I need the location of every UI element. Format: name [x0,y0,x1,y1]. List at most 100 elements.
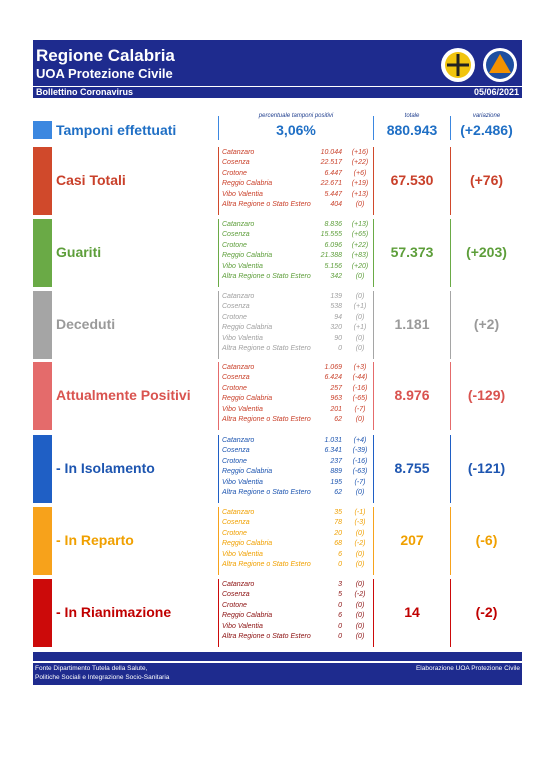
section-total: 14 [404,604,420,620]
province-value: 195 [330,478,342,486]
province: Crotone [222,169,247,177]
separator [373,291,374,359]
province-value: 5.156 [324,262,342,270]
province-change: (0) [355,416,365,423]
province-change: (-2) [354,591,366,599]
province-value: 404 [330,201,342,208]
province: Catanzaro [222,509,255,516]
province-change: (0) [355,313,365,321]
logo-cross [447,54,469,76]
province-value: 6 [338,612,342,620]
province: Crotone [222,384,247,392]
province: Cosenza [222,591,250,599]
section-total: 67.530 [390,172,434,188]
province: Vibo Valentia [222,622,263,630]
province-value: 342 [330,273,342,280]
province: Cosenza [222,231,250,239]
province: Altra Regione o Stato Estero [222,561,311,568]
separator [450,116,451,140]
province-change: (0) [355,622,365,630]
separator [373,147,374,215]
section-marker [33,147,52,215]
footer [33,663,522,685]
province: Reggio Calabria [222,395,273,403]
tamponi-marker [33,121,52,139]
province-value: 320 [330,324,342,332]
province: Altra Regione o Stato Estero [222,345,311,352]
province-value: 94 [334,313,342,321]
province-change: (-3) [354,519,366,527]
province: Altra Regione o Stato Estero [222,201,311,208]
province: Crotone [222,601,247,609]
section-change: (+203) [466,244,507,260]
province: Reggio Calabria [222,324,273,332]
date: 05/06/2021 [473,87,519,97]
province: Reggio Calabria [222,612,273,620]
tamponi-label: Tamponi effettuati [56,122,177,138]
footer-source: Fonte Dipartimento Tutela della Salute, [35,665,148,672]
province-value: 6.447 [324,169,342,177]
logos [441,48,517,82]
header [33,40,522,98]
caption: totale [404,113,420,119]
subtitle: UOA Protezione Civile [36,66,173,81]
province-value: 22.517 [320,159,342,167]
province-change: (+22) [351,241,369,249]
divider [33,86,522,87]
province-change: (-39) [352,447,368,455]
province: Catanzaro [222,221,255,228]
section-total: 207 [400,532,424,548]
province-change: (+1) [353,303,367,311]
separator [450,147,451,215]
separator [218,116,219,140]
section-title: Casi Totali [56,172,126,188]
province-change: (+13) [351,221,369,228]
province: Cosenza [222,374,250,382]
section-title: Guariti [56,244,102,260]
province-value: 538 [330,303,342,311]
province: Altra Regione o Stato Estero [222,416,311,423]
section-total: 1.181 [394,316,430,332]
province-change: (+16) [351,149,369,156]
province-value: 68 [334,540,342,548]
province-change: (0) [355,612,365,620]
province-value: 1.031 [324,437,342,444]
province-change: (-44) [352,374,368,382]
province-change: (0) [355,529,365,537]
province-value: 1.069 [324,364,342,371]
province-value: 21.388 [320,252,342,260]
province-change: (+4) [353,437,367,444]
section-marker [33,579,52,647]
separator [450,291,451,359]
province-value: 62 [334,489,342,496]
province-value: 0 [338,345,342,352]
province: Catanzaro [222,293,255,300]
province-value: 257 [330,384,342,392]
province-value: 3 [338,581,342,588]
province-change: (-16) [352,457,368,465]
province: Vibo Valentia [222,550,263,558]
section-total: 8.976 [394,387,430,403]
section-marker [33,507,52,575]
province: Crotone [222,241,247,249]
province-value: 90 [334,334,342,342]
section-change: (+2) [473,316,500,332]
province: Vibo Valentia [222,334,263,342]
province: Cosenza [222,447,250,455]
province-value: 237 [330,457,342,465]
separator [218,362,219,430]
province: Altra Regione o Stato Estero [222,489,311,496]
province-change: (+65) [351,231,369,239]
province: Catanzaro [222,581,255,588]
province-change: (0) [355,489,365,496]
province-value: 6.341 [324,447,342,455]
separator [373,116,374,140]
section-title: Attualmente Positivi [56,387,191,403]
logo-pc-triangle [489,54,511,73]
province-value: 20 [334,529,342,537]
separator [450,579,451,647]
province-value: 139 [330,293,342,300]
province-value: 0 [338,601,342,609]
section-change: (-6) [475,532,498,548]
province: Cosenza [222,303,250,311]
